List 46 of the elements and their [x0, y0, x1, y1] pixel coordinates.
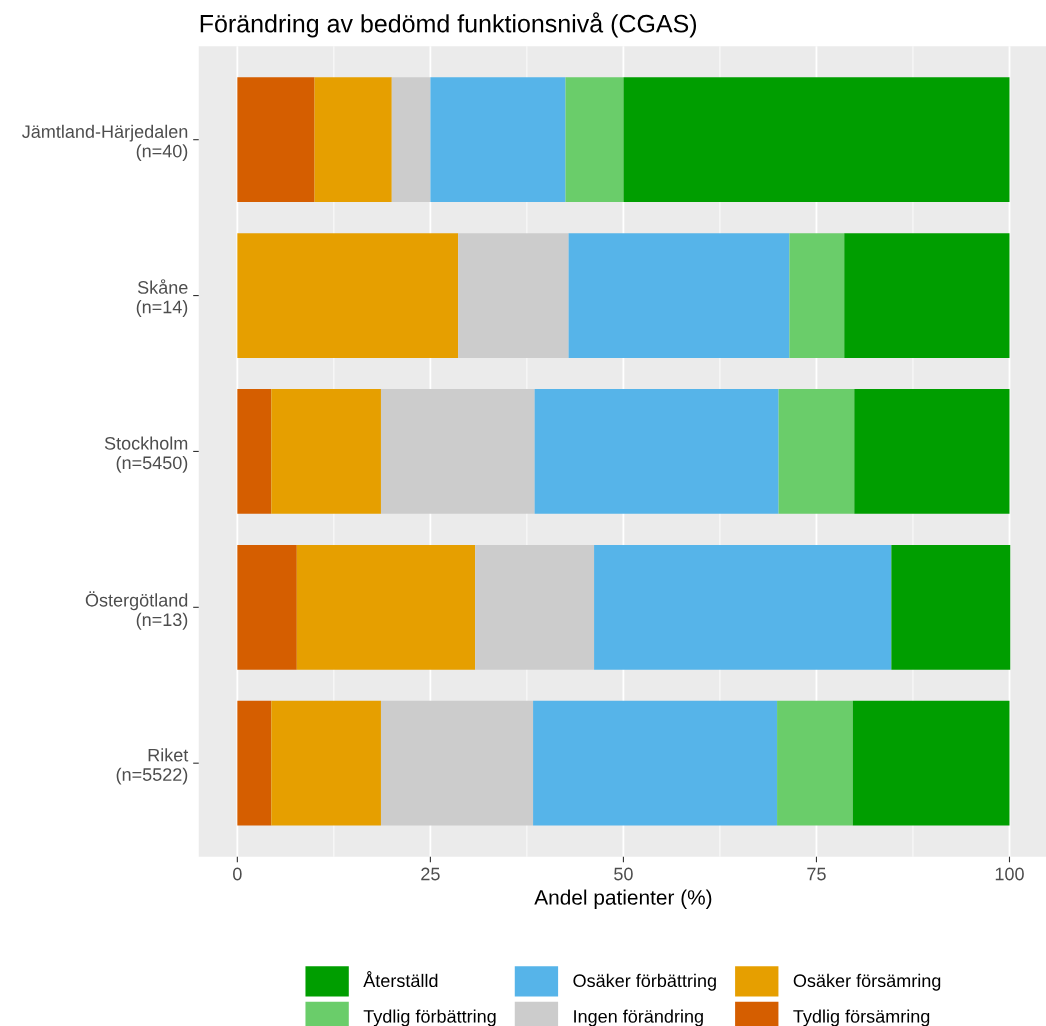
bar — [789, 233, 845, 358]
bar — [852, 700, 1010, 826]
bar — [271, 700, 381, 826]
x-axis-title: Andel patienter (%) — [534, 889, 712, 909]
bar — [271, 389, 381, 514]
bar — [594, 544, 892, 670]
legend-label: Ingen förändring — [574, 1009, 703, 1026]
x-tick-label: 0 — [233, 867, 242, 881]
bar — [778, 389, 855, 514]
legend-label: Osäker förbättring — [573, 973, 716, 991]
bar — [891, 544, 1011, 670]
bar — [391, 77, 431, 203]
bar — [565, 77, 624, 203]
bar — [623, 77, 1010, 203]
bar — [237, 77, 315, 203]
bar — [533, 700, 778, 826]
y-tick-label: Stockholm (n=5450) — [104, 436, 188, 473]
legend-label: Osäker försämring — [793, 973, 941, 991]
bar — [237, 389, 272, 514]
chart-title: Förändring av bedömd funktionsnivå (CGAS) — [200, 12, 697, 38]
bar — [777, 700, 853, 826]
x-tick-label: 75 — [807, 867, 826, 881]
bar — [314, 77, 392, 203]
y-tick-label: Jämtland-Härjedalen (n=40) — [22, 124, 188, 162]
x-tick-label: 100 — [995, 867, 1024, 881]
bar — [844, 233, 1010, 358]
legend-label: Tydlig försämring — [793, 1009, 930, 1026]
y-tick-label: Skåne (n=14) — [136, 279, 188, 317]
bar — [380, 389, 535, 514]
bar — [237, 700, 272, 826]
bar — [854, 389, 1010, 514]
legend-label: Tydlig förbättring — [363, 1009, 496, 1026]
bar — [534, 389, 779, 514]
bar — [380, 700, 534, 826]
bar — [296, 544, 476, 670]
y-tick-label: Riket (n=5522) — [116, 748, 189, 785]
bar — [430, 77, 566, 203]
bar — [568, 233, 790, 358]
x-tick-label: 25 — [421, 867, 440, 881]
bar — [237, 233, 459, 358]
bar — [475, 544, 595, 670]
y-tick-label: Östergötland (n=13) — [85, 591, 188, 630]
x-tick-label: 50 — [614, 867, 633, 881]
bar — [237, 544, 297, 670]
legend-label: Återställd — [363, 971, 438, 988]
bar — [458, 233, 569, 358]
